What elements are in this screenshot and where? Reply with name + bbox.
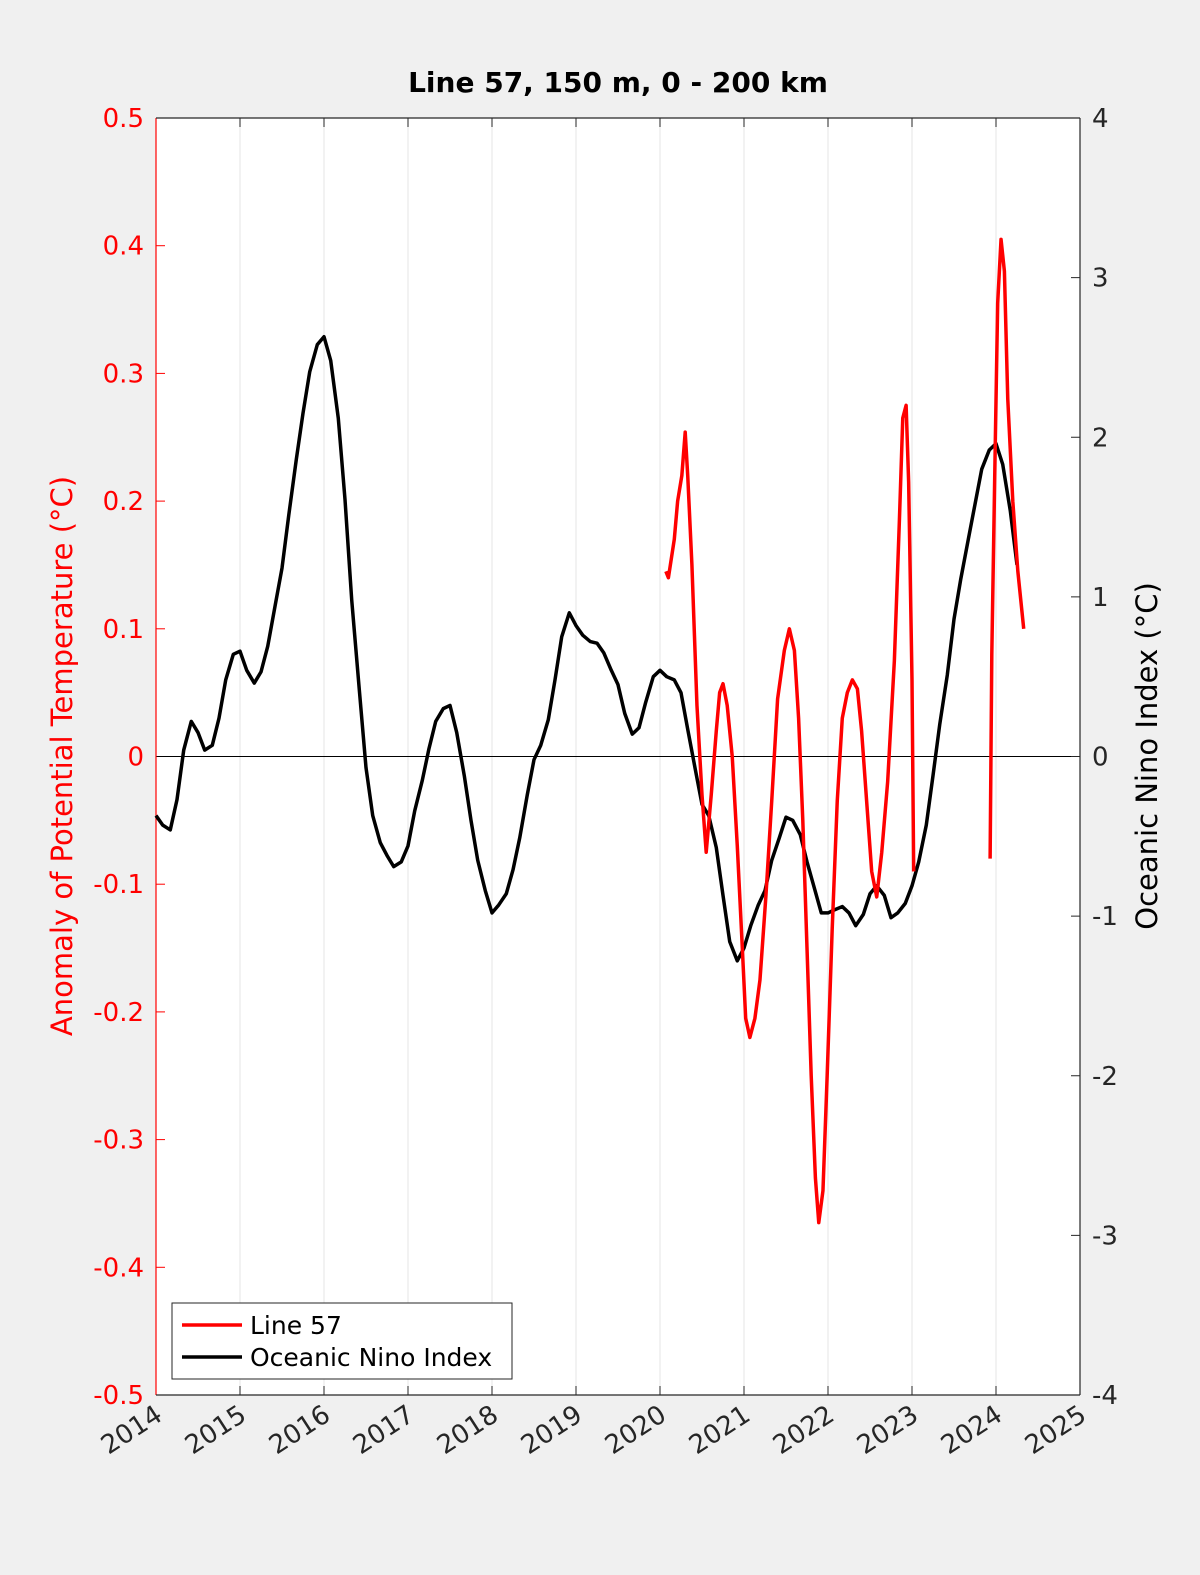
x-tick-label: 2025 xyxy=(1020,1400,1092,1461)
y-tick-label: -0.5 xyxy=(93,1381,144,1411)
y-tick-label: -0.3 xyxy=(93,1126,144,1156)
y2-tick-label: 0 xyxy=(1092,743,1109,773)
y2-axis-label: Oceanic Nino Index (°C) xyxy=(1130,582,1164,930)
y2-tick-label: -3 xyxy=(1092,1221,1118,1251)
legend-label: Oceanic Nino Index xyxy=(250,1343,492,1372)
y-tick-label: 0 xyxy=(127,743,144,773)
x-tick-label: 2018 xyxy=(432,1400,504,1461)
y-axis-label: Anomaly of Potential Temperature (°C) xyxy=(45,476,79,1036)
series-line xyxy=(154,334,1019,963)
x-tick-label: 2023 xyxy=(852,1400,924,1461)
y2-tick-label: -1 xyxy=(1092,902,1118,932)
y2-tick-label: 1 xyxy=(1092,583,1109,613)
series-line xyxy=(664,237,1026,1225)
y-tick-label: 0.4 xyxy=(103,232,144,262)
y-tick-label: 0.3 xyxy=(103,359,144,389)
y-tick-label: -0.4 xyxy=(93,1253,144,1283)
y-tick-label: -0.2 xyxy=(93,998,144,1028)
legend-label: Line 57 xyxy=(250,1311,342,1340)
x-tick-label: 2021 xyxy=(684,1400,756,1461)
y2-tick-label: -4 xyxy=(1092,1381,1118,1411)
legend-box xyxy=(171,1302,513,1380)
y2-tick-label: 4 xyxy=(1092,104,1109,134)
x-tick-label: 2017 xyxy=(348,1400,420,1461)
y-tick-label: 0.2 xyxy=(103,487,144,517)
y-tick-label: -0.1 xyxy=(93,870,144,900)
x-tick-label: 2022 xyxy=(768,1400,840,1461)
y2-tick-label: -2 xyxy=(1092,1062,1118,1092)
x-tick-label: 2015 xyxy=(180,1400,252,1461)
x-tick-label: 2024 xyxy=(936,1400,1008,1461)
y-tick-label: 0.5 xyxy=(103,104,144,134)
y2-tick-label: 3 xyxy=(1092,264,1109,294)
y-tick-label: 0.1 xyxy=(103,615,144,645)
x-tick-label: 2019 xyxy=(516,1400,588,1461)
y2-tick-label: 2 xyxy=(1092,423,1109,453)
x-tick-label: 2020 xyxy=(600,1400,672,1461)
x-tick-label: 2016 xyxy=(264,1400,336,1461)
chart-title: Line 57, 150 m, 0 - 200 km xyxy=(408,66,828,99)
